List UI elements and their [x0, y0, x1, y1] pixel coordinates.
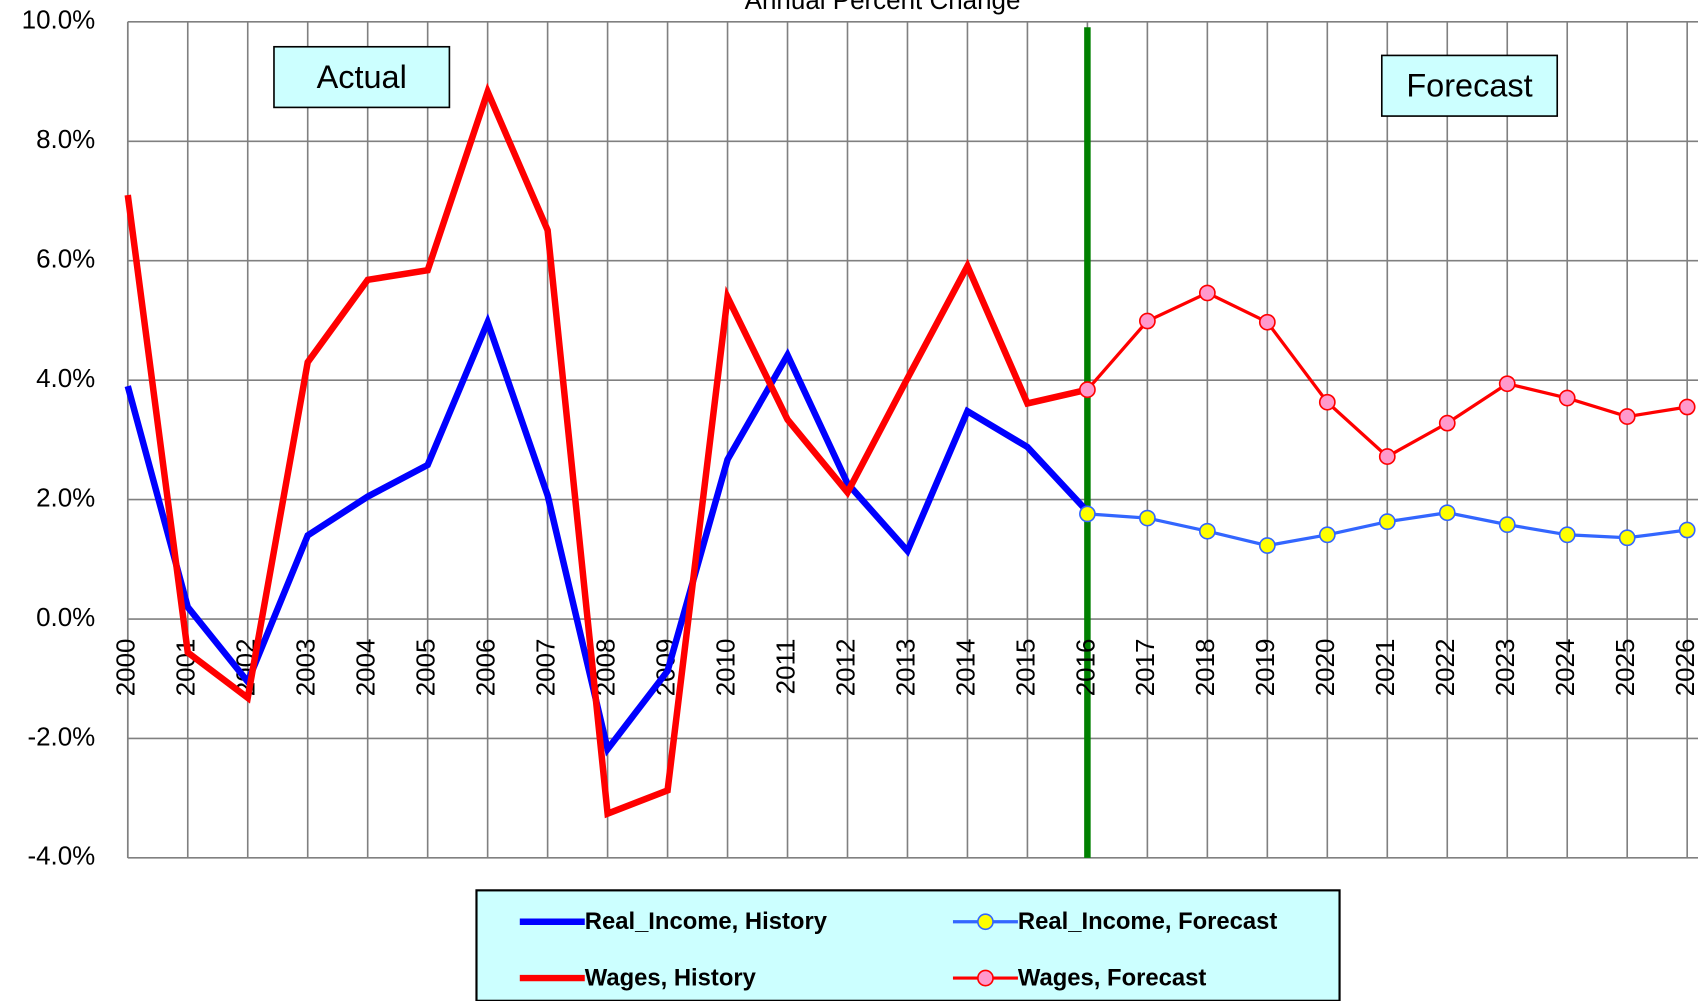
- x-tick-label: 2005: [411, 638, 441, 696]
- legend-label: Wages, Forecast: [1018, 964, 1206, 991]
- marker: [1318, 526, 1336, 544]
- marker: [1138, 312, 1156, 330]
- x-tick-label: 2006: [471, 638, 501, 696]
- marker: [1498, 516, 1516, 534]
- x-tick-label: 2007: [530, 638, 560, 696]
- marker: [1618, 529, 1636, 547]
- x-tick-label: 2012: [830, 638, 860, 696]
- x-tick-label: 2023: [1490, 638, 1520, 696]
- marker: [1438, 504, 1456, 522]
- y-tick-label: 0.0%: [36, 602, 95, 632]
- x-tick-label: 2000: [111, 638, 141, 696]
- y-tick-label: 6.0%: [36, 244, 95, 274]
- x-tick-label: 2014: [950, 638, 980, 696]
- line: [124, 82, 1089, 819]
- y-tick-label: 2.0%: [36, 482, 95, 512]
- marker: [1198, 284, 1216, 302]
- chart-title: Annual Percent Change: [745, 0, 1021, 15]
- marker: [1558, 526, 1576, 544]
- x-tick-label: 2004: [351, 638, 381, 696]
- marker: [1258, 537, 1276, 554]
- marker: [1558, 389, 1576, 407]
- x-tick-label: 2025: [1610, 638, 1640, 696]
- legend: [475, 889, 1341, 1001]
- marker: [1138, 509, 1156, 527]
- marker: [1318, 393, 1336, 411]
- x-tick-label: 2016: [1070, 638, 1100, 696]
- marker: [1678, 521, 1696, 539]
- line: [124, 313, 1090, 757]
- x-tick-label: 2013: [890, 638, 920, 696]
- x-tick-label: 2017: [1130, 638, 1160, 696]
- annotation-box: [1380, 54, 1559, 117]
- plot-area: [127, 21, 1698, 858]
- marker: [1378, 513, 1396, 531]
- y-tick-label: -2.0%: [27, 721, 95, 751]
- marker: [1678, 398, 1696, 416]
- y-tick-label: 8.0%: [36, 124, 95, 154]
- x-tick-label: 2003: [291, 638, 321, 696]
- marker: [1438, 414, 1456, 432]
- x-tick-label: 2019: [1250, 638, 1280, 696]
- y-tick-label: 4.0%: [36, 363, 95, 393]
- x-tick-label: 2020: [1310, 638, 1340, 696]
- legend-label: Real_Income, History: [585, 908, 828, 935]
- annotation-box: [273, 45, 451, 109]
- legend-label: Wages, History: [585, 964, 757, 991]
- annotation: Actual: [317, 59, 407, 95]
- annotation: Forecast: [1406, 67, 1532, 103]
- x-tick-label: 2026: [1670, 638, 1698, 696]
- x-tick-label: 2015: [1010, 638, 1040, 696]
- marker: [1618, 408, 1636, 425]
- marker: [1079, 505, 1096, 523]
- marker: [1498, 375, 1516, 393]
- marker: [1378, 448, 1396, 465]
- marker: [1198, 522, 1216, 540]
- legend-label: Real_Income, Forecast: [1018, 908, 1277, 935]
- legend-marker: [977, 969, 994, 987]
- marker: [1258, 313, 1276, 331]
- x-tick-label: 2022: [1430, 638, 1460, 696]
- x-tick-label: 2024: [1550, 638, 1580, 696]
- x-tick-label: 2011: [770, 638, 800, 694]
- legend-marker: [977, 913, 994, 931]
- y-tick-label: -4.0%: [27, 841, 95, 871]
- y-tick-label: 10.0%: [22, 5, 96, 35]
- marker: [1079, 381, 1096, 399]
- x-tick-label: 2010: [710, 638, 740, 696]
- x-tick-label: 2021: [1370, 638, 1400, 696]
- x-tick-label: 2018: [1190, 638, 1220, 696]
